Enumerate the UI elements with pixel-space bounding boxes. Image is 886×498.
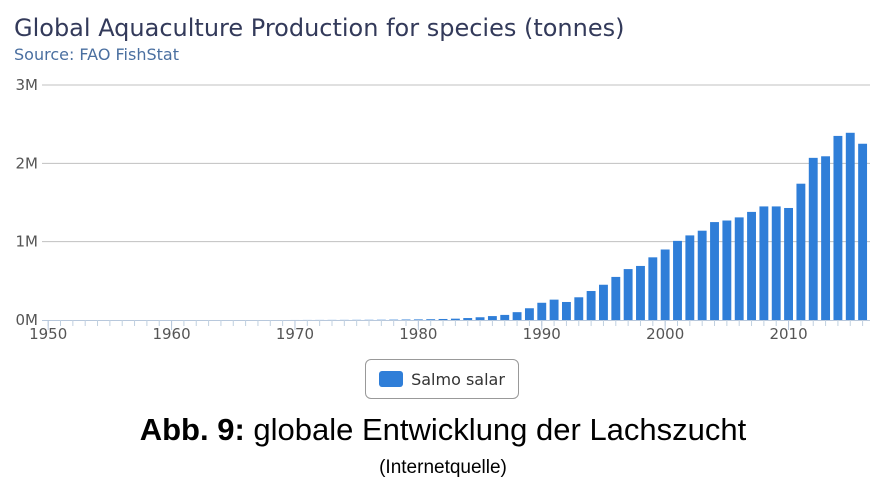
bar[interactable] xyxy=(475,317,485,320)
x-tick-label: 1990 xyxy=(523,325,561,343)
bar[interactable] xyxy=(660,249,670,321)
bar[interactable] xyxy=(500,314,510,320)
bar[interactable] xyxy=(710,222,719,320)
figure-caption: Abb. 9: globale Entwicklung der Lachszuc… xyxy=(0,412,886,448)
chart-subtitle: Source: FAO FishStat xyxy=(14,45,179,64)
bar[interactable] xyxy=(586,291,596,320)
x-tick-label: 1960 xyxy=(152,325,190,343)
chart-title: Global Aquaculture Production for specie… xyxy=(14,14,625,42)
caption-text: globale Entwicklung der Lachszucht xyxy=(244,412,747,447)
x-tick-label: 1950 xyxy=(29,325,67,343)
bar[interactable] xyxy=(722,220,732,320)
bar[interactable] xyxy=(524,308,534,320)
y-tick-label: 1M xyxy=(16,233,39,251)
bar[interactable] xyxy=(808,157,818,320)
bar[interactable] xyxy=(487,316,497,320)
x-tick-label: 1980 xyxy=(399,325,437,343)
bar[interactable] xyxy=(821,156,831,320)
legend-item-salmo-salar[interactable]: Salmo salar xyxy=(365,359,519,399)
bar[interactable] xyxy=(685,235,695,320)
bar[interactable] xyxy=(771,206,781,320)
bar[interactable] xyxy=(537,302,547,320)
caption-number: Abb. 9: xyxy=(139,412,245,447)
bar[interactable] xyxy=(512,312,522,320)
bar[interactable] xyxy=(611,276,621,320)
x-tick-label: 2010 xyxy=(769,325,807,343)
bar[interactable] xyxy=(833,135,843,320)
caption-source: (Internetquelle) xyxy=(379,457,507,478)
bar[interactable] xyxy=(796,183,806,320)
bar[interactable] xyxy=(599,284,608,320)
bar[interactable] xyxy=(426,319,436,320)
bar[interactable] xyxy=(549,299,559,320)
bar[interactable] xyxy=(450,318,460,320)
bar[interactable] xyxy=(784,207,793,320)
bar[interactable] xyxy=(438,318,448,320)
bar[interactable] xyxy=(574,297,584,320)
bar[interactable] xyxy=(636,265,645,320)
bar[interactable] xyxy=(845,132,855,320)
bar[interactable] xyxy=(648,257,658,320)
bar[interactable] xyxy=(413,319,423,320)
y-tick-label: 3M xyxy=(16,76,39,94)
legend-swatch xyxy=(379,371,404,387)
bar[interactable] xyxy=(673,240,682,320)
bar[interactable] xyxy=(623,269,633,320)
bar[interactable] xyxy=(759,206,769,320)
bar[interactable] xyxy=(561,301,571,320)
chart-plot-area: 0M 1M 2M 3M 1950 1960 1970 1980 1990 2000 2010 xyxy=(16,76,870,343)
y-tick-label: 2M xyxy=(16,154,39,172)
bar[interactable] xyxy=(858,143,868,320)
bar[interactable] xyxy=(734,217,744,320)
bar[interactable] xyxy=(463,318,473,320)
bar[interactable] xyxy=(697,230,707,320)
y-tick-label: 0M xyxy=(16,311,39,329)
x-tick-label: 1970 xyxy=(276,325,314,343)
x-tick-label: 2000 xyxy=(646,325,684,343)
legend-label: Salmo salar xyxy=(411,369,505,389)
bar[interactable] xyxy=(747,211,756,320)
